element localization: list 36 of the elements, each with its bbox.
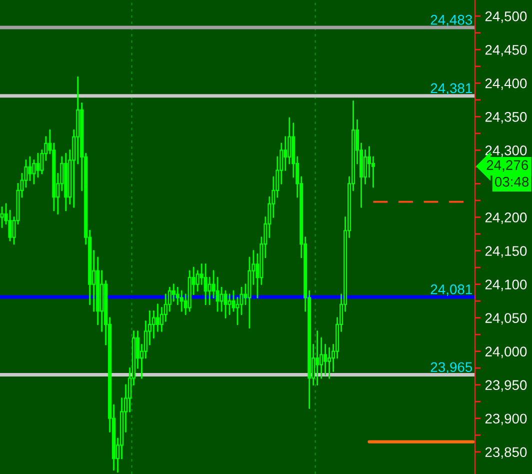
- y-tick-label: 24,050: [485, 313, 527, 325]
- candlestick: [208, 276, 212, 306]
- candlestick: [172, 284, 176, 302]
- y-tick-label: 24,150: [485, 246, 527, 258]
- y-tick-label: 23,900: [485, 414, 527, 426]
- y-tick-label: 24,100: [485, 280, 527, 292]
- candlestick: [204, 263, 208, 306]
- candlestick: [180, 290, 184, 312]
- y-tick-label: 24,300: [485, 146, 527, 157]
- candlestick: [324, 344, 328, 376]
- ref-line-label: 23,965: [430, 362, 472, 374]
- y-tick-label: 23,950: [485, 380, 527, 392]
- text: 24,276: [486, 160, 528, 172]
- candlestick: [316, 330, 320, 386]
- y-tick-label: 23,850: [485, 447, 527, 459]
- y-tick-label: 24,500: [485, 11, 527, 23]
- candlestick: [363, 149, 367, 184]
- candlestick: [224, 290, 228, 318]
- candlestick: [36, 152, 40, 178]
- y-tick-label: 24,200: [485, 212, 527, 224]
- candlestick: [156, 304, 160, 332]
- candlestick: [28, 156, 32, 182]
- candlestick: [284, 136, 288, 171]
- ref-line-label: 24,483: [430, 14, 472, 26]
- candlestick: [0, 206, 4, 228]
- y-tick-label: 24,450: [485, 44, 527, 56]
- y-tick-label: 24,000: [485, 346, 527, 358]
- candlestick: [328, 347, 332, 379]
- text: 03:48: [494, 176, 529, 187]
- candlestick: [228, 294, 232, 316]
- ref-line-label: 24,381: [430, 83, 472, 95]
- y-tick-label: 24,350: [485, 112, 527, 124]
- y-tick-label: 24,400: [485, 78, 527, 90]
- candlestick: [220, 286, 224, 312]
- candlestick: [216, 276, 220, 312]
- ref-line-label: 24,081: [430, 284, 472, 296]
